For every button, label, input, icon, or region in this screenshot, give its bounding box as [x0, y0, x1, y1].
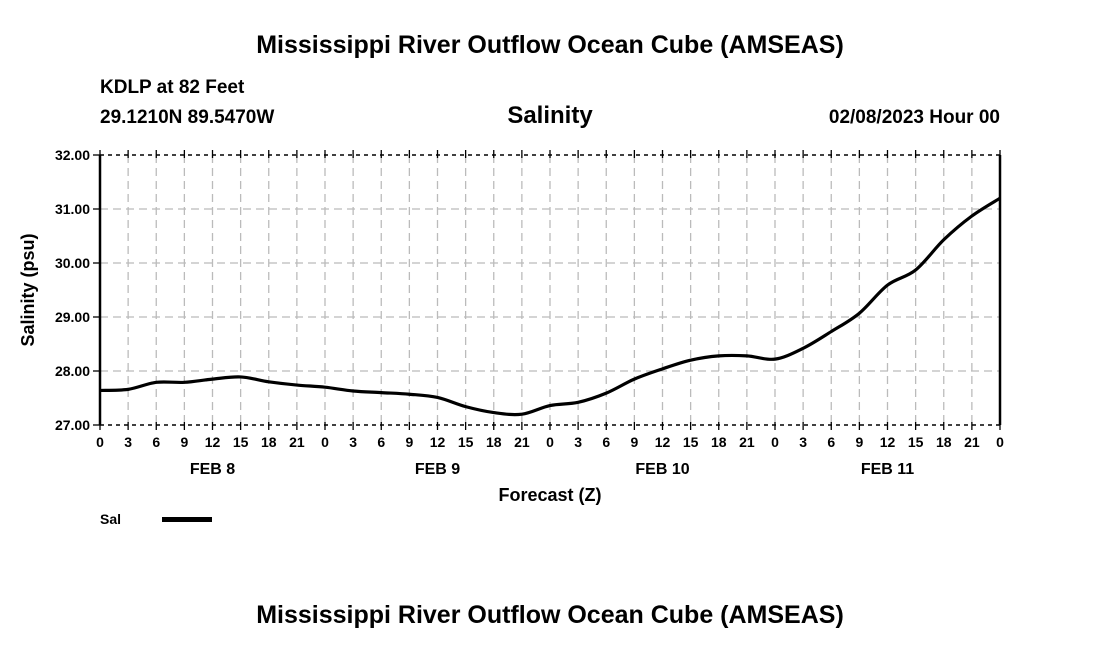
x-tick-label: 6 [377, 434, 385, 450]
x-tick-label: 15 [908, 434, 924, 450]
x-tick-label: 12 [655, 434, 671, 450]
x-tick-label: 0 [546, 434, 554, 450]
y-tick-label: 31.00 [55, 201, 90, 217]
day-label: FEB 8 [190, 461, 235, 478]
y-tick-label: 27.00 [55, 417, 90, 433]
station-label: KDLP at 82 Feet [100, 77, 245, 98]
x-tick-label: 12 [880, 434, 896, 450]
x-tick-label: 9 [180, 434, 188, 450]
y-tick-label: 29.00 [55, 309, 90, 325]
y-tick-label: 28.00 [55, 363, 90, 379]
x-tick-label: 12 [205, 434, 221, 450]
x-tick-label: 21 [514, 434, 530, 450]
variable-title: Salinity [507, 102, 593, 129]
legend-line-swatch [162, 517, 212, 522]
x-axis-label: Forecast (Z) [498, 485, 601, 505]
footer-title: Mississippi River Outflow Ocean Cube (AM… [256, 601, 844, 629]
x-tick-label: 18 [936, 434, 952, 450]
x-tick-label: 18 [261, 434, 277, 450]
x-tick-label: 0 [96, 434, 104, 450]
day-label: FEB 11 [861, 461, 914, 478]
chart-title: Mississippi River Outflow Ocean Cube (AM… [256, 31, 844, 59]
x-tick-label: 21 [964, 434, 980, 450]
x-tick-label: 15 [458, 434, 474, 450]
y-tick-label: 30.00 [55, 255, 90, 271]
x-tick-label: 3 [574, 434, 582, 450]
y-tick-label: 32.00 [55, 147, 90, 163]
x-tick-label: 21 [739, 434, 755, 450]
x-tick-label: 6 [152, 434, 160, 450]
x-tick-label: 6 [827, 434, 835, 450]
x-tick-label: 18 [711, 434, 727, 450]
legend-label: Sal [100, 511, 122, 527]
datetime-label: 02/08/2023 Hour 00 [828, 107, 1000, 128]
x-tick-label: 9 [630, 434, 638, 450]
x-tick-label: 6 [602, 434, 610, 450]
x-tick-label: 3 [349, 434, 357, 450]
x-tick-label: 0 [321, 434, 329, 450]
x-tick-label: 3 [124, 434, 132, 450]
x-tick-label: 18 [486, 434, 502, 450]
x-tick-label: 9 [405, 434, 413, 450]
x-tick-label: 9 [855, 434, 863, 450]
x-tick-label: 15 [683, 434, 699, 450]
x-tick-label: 0 [996, 434, 1004, 450]
day-label: FEB 9 [415, 461, 460, 478]
series-line-sal [99, 196, 1001, 417]
x-tick-label: 3 [799, 434, 807, 450]
x-tick-label: 15 [233, 434, 249, 450]
x-tick-label: 21 [289, 434, 305, 450]
coordinates-label: 29.1210N 89.5470W [100, 107, 275, 128]
day-label: FEB 10 [635, 461, 689, 478]
y-axis-label: Salinity (psu) [18, 233, 38, 346]
x-tick-label: 0 [771, 434, 779, 450]
x-tick-label: 12 [430, 434, 446, 450]
